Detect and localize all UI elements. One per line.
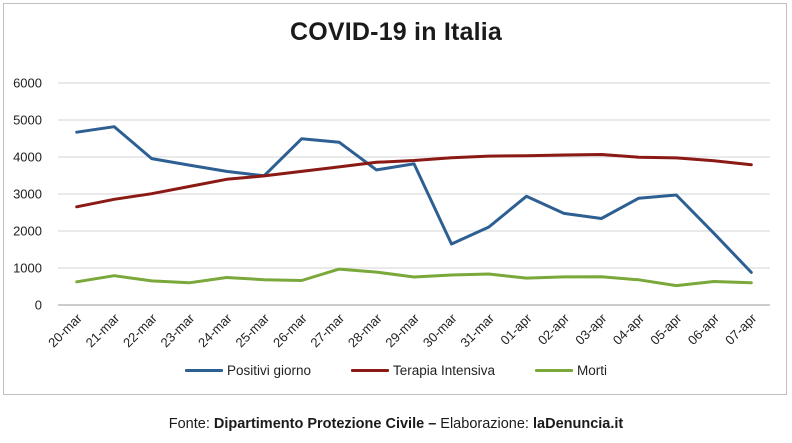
legend-swatch-positivi bbox=[184, 368, 223, 372]
x-tick-label: 31-mar bbox=[457, 310, 497, 350]
legend-item-positivi: Positivi giorno bbox=[184, 361, 311, 379]
y-tick-label: 0 bbox=[35, 298, 42, 313]
x-tick-label: 20-mar bbox=[45, 310, 85, 350]
y-tick-label: 2000 bbox=[13, 224, 42, 239]
x-tick-label: 06-apr bbox=[685, 310, 723, 348]
legend-item-terapia: Terapia Intensiva bbox=[350, 361, 496, 379]
y-tick-label: 1000 bbox=[13, 261, 42, 276]
x-tick-label: 21-mar bbox=[83, 310, 123, 350]
legend-item-morti: Morti bbox=[535, 361, 607, 379]
source-middle: Elaborazione: bbox=[436, 416, 533, 432]
source-prefix: Fonte: bbox=[168, 416, 214, 432]
x-tick-label: 29-mar bbox=[382, 310, 422, 350]
x-tick-label: 26-mar bbox=[270, 310, 310, 350]
x-tick-label: 30-mar bbox=[420, 310, 460, 350]
source-site: laDenuncia.it bbox=[533, 416, 624, 432]
line-chart: 0 1000 2000 3000 4000 5000 6000 20-mar21-mar22… bbox=[13, 76, 770, 350]
legend: Positivi giorno Terapia Intensiva Morti bbox=[0, 361, 792, 379]
x-tick-label: 23-mar bbox=[158, 310, 198, 350]
x-tick-label: 25-mar bbox=[232, 310, 272, 350]
x-tick-label: 02-apr bbox=[535, 310, 573, 348]
y-axis-ticks: 0 1000 2000 3000 4000 5000 6000 bbox=[13, 76, 42, 313]
y-tick-label: 5000 bbox=[13, 113, 42, 128]
x-tick-label: 07-apr bbox=[722, 310, 760, 348]
legend-swatch-morti bbox=[535, 368, 574, 372]
chart-title: COVID-19 in Italia bbox=[290, 18, 502, 46]
source-note: Fonte: Dipartimento Protezione Civile – … bbox=[0, 416, 792, 432]
y-tick-label: 3000 bbox=[13, 187, 42, 202]
x-tick-label: 01-apr bbox=[497, 310, 535, 348]
series-line-2 bbox=[75, 267, 753, 288]
chart-frame bbox=[3, 3, 787, 395]
gridlines bbox=[58, 82, 770, 306]
series-lines bbox=[75, 125, 753, 288]
legend-label-morti: Morti bbox=[577, 362, 608, 378]
legend-swatch-terapia bbox=[350, 368, 389, 372]
series-line-1 bbox=[75, 153, 753, 209]
x-tick-label: 04-apr bbox=[610, 310, 648, 348]
x-tick-label: 27-mar bbox=[307, 310, 347, 350]
x-tick-label: 28-mar bbox=[345, 310, 385, 350]
y-tick-label: 6000 bbox=[13, 76, 42, 91]
x-tick-label: 05-apr bbox=[647, 310, 685, 348]
x-axis-ticks: 20-mar21-mar22-mar23-mar24-mar25-mar26-m… bbox=[45, 310, 760, 350]
series-line-0 bbox=[75, 125, 753, 274]
x-tick-label: 24-mar bbox=[195, 310, 235, 350]
legend-label-positivi: Positivi giorno bbox=[226, 362, 311, 378]
source-org: Dipartimento Protezione Civile – bbox=[213, 416, 437, 432]
x-tick-label: 03-apr bbox=[572, 310, 610, 348]
y-tick-label: 4000 bbox=[13, 150, 42, 165]
x-tick-label: 22-mar bbox=[120, 310, 160, 350]
legend-label-terapia: Terapia Intensiva bbox=[392, 362, 496, 378]
